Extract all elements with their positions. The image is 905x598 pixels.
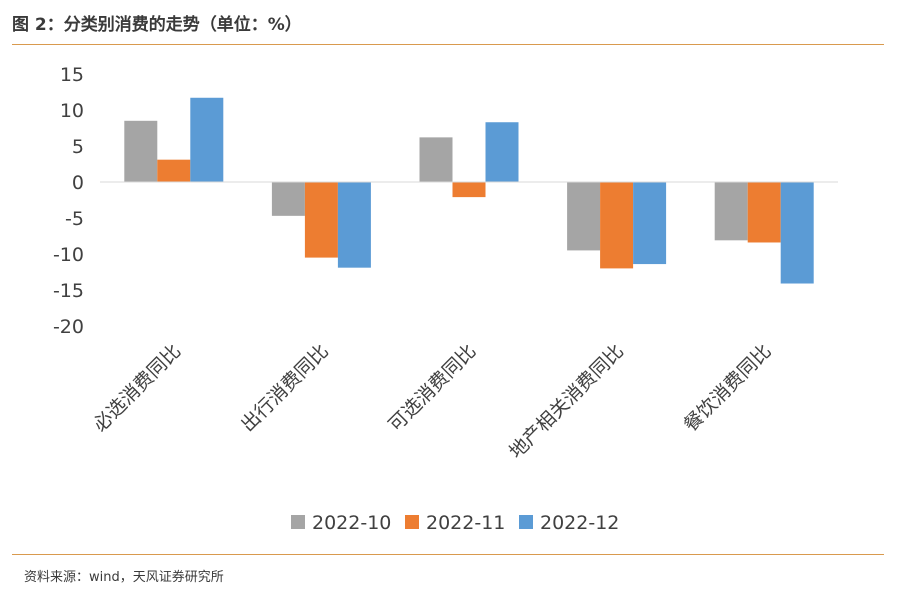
bar-2022-12 [190,97,224,182]
x-tick-label: 必选消费同比 [89,340,185,436]
bar-2022-12 [780,182,814,284]
bar-2022-10 [124,120,158,182]
legend: 2022-10 2022-11 2022-12 [291,512,619,534]
y-tick-label: 10 [60,100,84,122]
chart-title: 图 2：分类别消费的走势（单位：%） [12,15,302,35]
bar-2022-11 [304,182,338,258]
bar-2022-10 [419,137,453,182]
bar-2022-11 [157,159,191,182]
x-tick-label: 地产相关消费同比 [505,340,628,463]
y-tick-label: 5 [72,136,84,158]
footer-divider [12,554,884,555]
header-divider [12,44,884,45]
legend-swatch [405,515,419,529]
bars [124,97,814,284]
y-tick-label: -10 [53,244,84,266]
x-tick-label: 可选消费同比 [384,340,480,436]
bar-2022-12 [633,182,667,265]
source-note: 资料来源：wind，天风证券研究所 [24,570,224,585]
bar-2022-12 [485,122,519,182]
bar-2022-10 [714,182,748,241]
x-tick-label: 出行消费同比 [237,340,333,436]
y-tick-label: 0 [72,172,84,194]
y-axis: -20 -15 -10 -5 0 5 10 15 [53,64,84,338]
bar-2022-11 [747,182,781,243]
bar-2022-11 [600,182,634,269]
x-tick-label: 餐饮消费同比 [680,340,776,436]
legend-label: 2022-12 [540,512,619,534]
x-axis-labels: 必选消费同比 出行消费同比 可选消费同比 地产相关消费同比 餐饮消费同比 [89,340,776,463]
bar-2022-12 [337,182,371,268]
y-tick-label: -5 [65,208,84,230]
bar-2022-11 [452,182,486,198]
legend-label: 2022-11 [426,512,505,534]
bar-2022-10 [271,182,305,216]
bar-2022-10 [567,182,601,251]
legend-label: 2022-10 [312,512,391,534]
y-tick-label: -20 [53,316,84,338]
legend-swatch [291,515,305,529]
y-tick-label: -15 [53,280,84,302]
y-tick-label: 15 [60,64,84,86]
legend-swatch [519,515,533,529]
